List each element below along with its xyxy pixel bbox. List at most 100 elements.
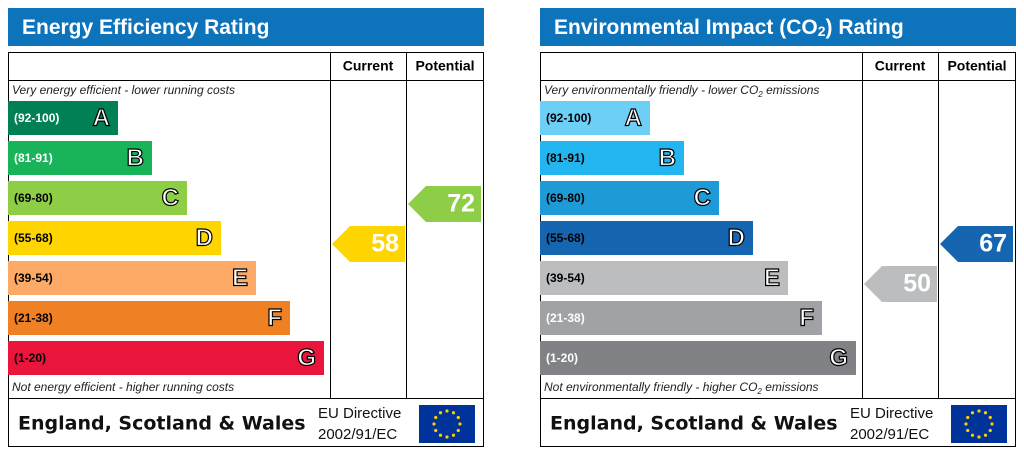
eu-star [990,422,994,426]
rating-band [8,261,256,295]
column-header: Potential [947,58,1006,74]
band-range: (39-54) [14,271,53,285]
bottom-note-part: emissions [762,380,819,394]
band-letter: A [93,104,110,131]
rating-band [8,181,187,215]
band-range: (55-68) [14,231,53,245]
rating-band [8,341,324,375]
band-range: (92-100) [14,111,59,125]
eu-star [456,428,460,433]
panel-title: Environmental Impact (CO2) Rating [554,16,904,39]
rating-band [540,341,856,375]
panel-title-part: ) Rating [826,16,904,39]
eu-star [451,433,456,437]
column-header: Current [875,58,926,74]
band-letter: G [829,344,848,371]
band-letter: B [127,144,144,171]
eu-star [434,415,438,420]
rating-band [540,101,650,135]
band-letter: F [267,304,282,331]
panel-title: Energy Efficiency Rating [22,16,269,39]
rating-band [540,261,788,295]
rating-value: 58 [371,230,399,258]
panel-title-part: Environmental Impact (CO [554,16,818,39]
band-letter: C [162,184,179,211]
eu-star [970,411,975,415]
band-range: (81-91) [546,151,585,165]
band-range: (1-20) [546,351,578,365]
band-letter: D [196,224,213,251]
band-range: (69-80) [14,191,53,205]
eu-star [988,428,992,433]
eu-star [438,433,443,437]
panel-title-part: Energy Efficiency Rating [22,16,269,39]
bottom-note: Not environmentally friendly - higher CO… [544,380,819,396]
eu-star [434,428,438,433]
eu-star [445,409,449,413]
footer-directive: 2002/91/EC [850,426,929,443]
band-range: (39-54) [546,271,585,285]
eu-star [970,433,975,437]
rating-band [8,221,221,255]
eu-star [988,415,992,420]
eu-star [966,415,970,420]
rating-value: 67 [979,230,1007,258]
eu-star [977,435,981,439]
eu-star [456,415,460,420]
title-bar [8,8,484,46]
band-letter: A [625,104,642,131]
rating-arrow [864,266,937,302]
band-range: (55-68) [546,231,585,245]
eu-star [438,411,443,415]
rating-band [540,301,822,335]
rating-value: 50 [903,270,931,298]
rating-arrow [940,226,1013,262]
band-range: (21-38) [14,311,53,325]
rating-arrow [408,186,481,222]
eu-star [983,411,988,415]
top-note-part: emissions [763,83,820,97]
title-bar [540,8,1016,46]
band-range: (69-80) [546,191,585,205]
rating-band [540,141,684,175]
footer-directive: EU Directive [318,405,401,422]
column-header: Potential [415,58,474,74]
eu-star [451,411,456,415]
rating-band [540,221,753,255]
eu-star [983,433,988,437]
band-letter: B [659,144,676,171]
eu-star [445,435,449,439]
top-note-part: Very environmentally friendly - lower CO [544,83,758,97]
band-range: (92-100) [546,111,591,125]
eu-star [458,422,462,426]
rating-value: 72 [447,190,475,218]
top-note-part: Very energy efficient - lower running co… [12,83,235,97]
top-note: Very environmentally friendly - lower CO… [544,83,819,99]
band-range: (81-91) [14,151,53,165]
footer-region: England, Scotland & Wales [550,413,838,435]
panel-title-part: 2 [818,23,826,39]
bottom-note-part: 2 [756,387,762,396]
band-letter: E [232,264,248,291]
rating-band [540,181,719,215]
band-range: (1-20) [14,351,46,365]
bottom-note-part: Not environmentally friendly - higher CO [544,380,757,394]
band-letter: F [799,304,814,331]
column-header: Current [343,58,394,74]
eu-star [964,422,968,426]
band-letter: E [764,264,780,291]
rating-band [8,301,290,335]
footer-region: England, Scotland & Wales [18,413,306,435]
eu-star [432,422,436,426]
band-letter: C [694,184,711,211]
eu-star [977,409,981,413]
footer-directive: EU Directive [850,405,933,422]
band-letter: D [728,224,745,251]
eu-star [966,428,970,433]
rating-band [8,101,118,135]
bottom-note-part: Not energy efficient - higher running co… [12,380,234,394]
band-range: (21-38) [546,311,585,325]
rating-arrow [332,226,405,262]
top-note: Very energy efficient - lower running co… [12,83,235,97]
